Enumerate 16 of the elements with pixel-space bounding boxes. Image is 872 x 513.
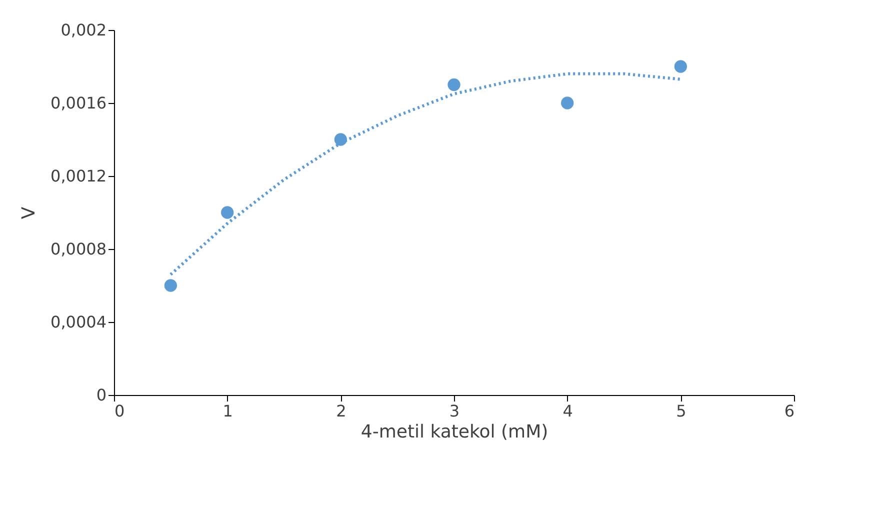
y-tick-label: 0,0004 — [50, 312, 106, 332]
y-tick-label: 0,0016 — [50, 94, 106, 112]
x-tick-label: 5 — [676, 402, 686, 420]
x-tick-label: 1 — [222, 402, 233, 420]
y-tick-label: 0,002 — [60, 20, 106, 40]
x-tick-label: 4 — [562, 402, 573, 420]
x-tick-label: 3 — [449, 402, 460, 420]
y-tick-label: 0 — [96, 386, 106, 404]
x-tick-label: 2 — [336, 402, 346, 420]
y-tick-label: 0,0012 — [50, 166, 106, 186]
y-tick-label: 0,0008 — [50, 240, 106, 258]
line-series — [169, 72, 682, 276]
x-tick-label: 0 — [114, 402, 125, 420]
x-tick-label: 6 — [784, 402, 794, 420]
y-axis-title: V — [18, 206, 40, 220]
x-axis-title: 4-metil katekol (mM) — [360, 422, 548, 442]
